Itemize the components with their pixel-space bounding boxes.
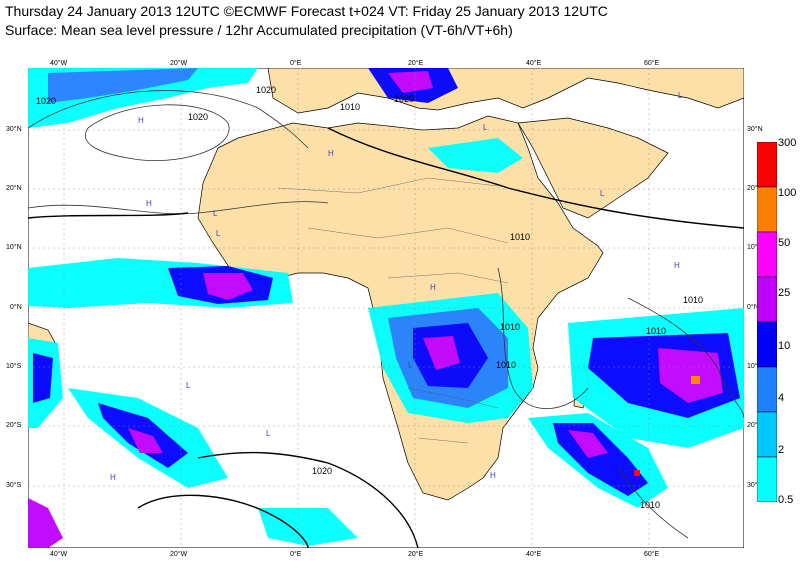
isobar-label: 1010: [640, 500, 660, 510]
legend-label: 4: [778, 392, 785, 404]
lon-tick-bottom: 60°E: [644, 551, 660, 558]
legend-color-block: [757, 366, 777, 413]
pressure-centre: L: [266, 429, 271, 438]
lat-tick-right: 30°N: [747, 126, 763, 133]
pressure-centre: L: [213, 209, 218, 218]
isobars: [28, 90, 744, 548]
isobar-label: 1020: [312, 466, 332, 476]
lat-tick-left: 10°S: [6, 363, 22, 370]
pressure-centre: L: [186, 381, 191, 390]
legend-label: 100: [778, 187, 797, 199]
isobar-label: 1010: [340, 102, 360, 112]
legend-color-block: [757, 411, 777, 458]
lat-tick-left: 30°N: [6, 126, 22, 133]
lat-tick-right: 10°S: [747, 363, 763, 370]
forecast-map: 1020 1020 1010 1020 1020 1010 1010 1010 …: [28, 68, 744, 548]
isobar-label: 1010: [683, 295, 703, 305]
lon-tick-bottom: 20°W: [170, 551, 188, 558]
graticule: [28, 68, 744, 548]
lon-tick-bottom: 40°W: [50, 551, 68, 558]
isobar-label: 1020: [188, 112, 208, 122]
isobar-label: 1020: [36, 96, 56, 106]
legend-color-block: [757, 456, 777, 502]
precip-legend-bar: [757, 142, 777, 502]
lon-tick-bottom: 0°E: [290, 551, 302, 558]
forecast-subtitle: Surface: Mean sea level pressure / 12hr …: [5, 22, 513, 38]
pressure-centre: H: [328, 149, 334, 158]
legend-label: 10: [778, 340, 791, 352]
lon-tick-top: 40°W: [50, 60, 68, 67]
legend-color-block: [757, 276, 777, 323]
pressure-centre: L: [600, 189, 605, 198]
lat-tick-left: 20°S: [6, 422, 22, 429]
lat-tick-left: 0°N: [10, 304, 22, 311]
pressure-centre: H: [490, 471, 496, 480]
pressure-centre: L: [678, 91, 683, 100]
legend-label: 0.5: [778, 494, 794, 506]
isobar-label: 1020: [256, 85, 276, 95]
lat-tick-left: 30°S: [6, 482, 22, 489]
land-arabia: [517, 117, 669, 219]
lat-tick-right: 0°N: [747, 304, 759, 311]
lat-tick-left: 10°N: [6, 244, 22, 251]
lon-tick-top: 60°E: [644, 60, 660, 67]
isobar-label: 1020: [394, 94, 414, 104]
legend-label: 300: [778, 137, 797, 149]
legend-color-block: [757, 231, 777, 278]
lon-tick-top: 20°W: [170, 60, 188, 67]
lat-tick-right: 20°S: [747, 422, 763, 429]
precipitation-areas: [28, 68, 744, 548]
isobar-label: 1010: [500, 322, 520, 332]
pressure-centre: H: [110, 473, 116, 482]
legend-label: 50: [778, 237, 791, 249]
legend-color-block: [757, 142, 777, 188]
legend-label: 2: [778, 444, 785, 456]
lat-tick-right: 10°N: [747, 244, 763, 251]
forecast-title: Thursday 24 January 2013 12UTC ©ECMWF Fo…: [5, 3, 608, 19]
lat-tick-right: 20°N: [747, 185, 763, 192]
pressure-centre: H: [430, 283, 436, 292]
lon-tick-bottom: 20°E: [408, 551, 424, 558]
isobar-label: 1010: [510, 232, 530, 242]
lat-tick-left: 20°N: [6, 185, 22, 192]
pressure-centre: H: [138, 116, 144, 125]
pressure-centre: L: [216, 229, 221, 238]
pressure-centre: H: [146, 199, 152, 208]
isobar-label: 1010: [496, 360, 516, 370]
lon-tick-bottom: 40°E: [526, 551, 542, 558]
pressure-centre: L: [483, 123, 488, 132]
lon-tick-top: 20°E: [408, 60, 424, 67]
pressure-centre: L: [408, 361, 413, 370]
pressure-centre: H: [674, 261, 680, 270]
legend-color-block: [757, 321, 777, 368]
lon-tick-top: 40°E: [526, 60, 542, 67]
legend-label: 25: [778, 287, 791, 299]
legend-color-block: [757, 186, 777, 233]
country-borders: [277, 177, 509, 444]
isobar-label: 1010: [646, 326, 666, 336]
lon-tick-top: 0°E: [290, 60, 302, 67]
lat-tick-right: 30°S: [747, 482, 763, 489]
